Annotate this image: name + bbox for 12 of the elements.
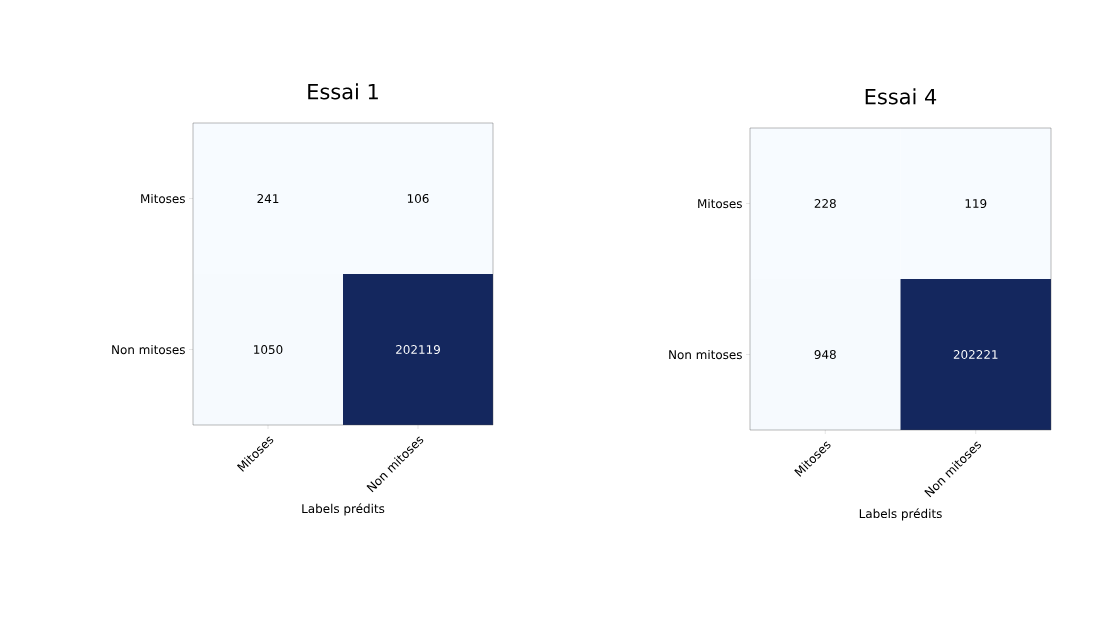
data-label: 241 [257,194,279,203]
data-label: 106 [407,193,429,204]
data-label: 202119 [396,344,440,355]
data-label: 948 [814,349,836,360]
x-axis-title: Labels prédits [302,503,385,516]
chart-title: Essai 1 [308,83,378,100]
data-label: 1050 [254,344,283,355]
x-axis-title: Labels prédits [859,508,942,521]
data-label: 119 [965,198,987,209]
chart-title: Essai 4 [865,88,937,105]
data-label: 228 [814,198,836,209]
data-label: 202221 [953,349,998,360]
